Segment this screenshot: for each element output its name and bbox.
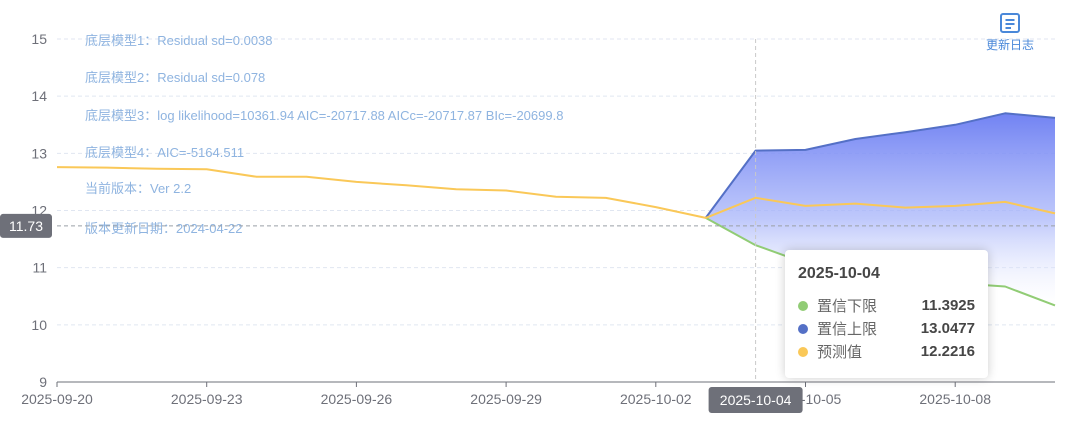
tooltip-row-forecast: 预测值 12.2216 — [798, 340, 976, 363]
legend-dot-lower — [798, 300, 808, 311]
tooltip: 2025-10-04 置信下限 11.3925 置信上限 13.0477 预测值… — [785, 250, 988, 378]
crosshair-x-label: 2025-10-04 — [720, 392, 792, 408]
model-info-line: 底层模型4：AIC=-5164.511 — [85, 145, 244, 160]
y-tick-label: 13 — [31, 145, 47, 161]
tooltip-row-lower: 置信下限 11.3925 — [798, 294, 976, 317]
x-tick-label: 2025-09-23 — [171, 391, 243, 407]
crosshair-x-label-box — [708, 387, 803, 413]
crosshair: 11.73 2025-10-04 — [0, 39, 1055, 413]
tooltip-name-lower: 置信下限 — [817, 298, 878, 315]
tooltip-value-lower: 11.3925 — [921, 297, 975, 314]
x-tick-label: 2025-10-02 — [620, 391, 692, 407]
tooltip-value-upper: 13.0477 — [920, 320, 975, 337]
changelog-button[interactable]: 更新日志 — [978, 12, 1042, 60]
y-tick-label: 9 — [39, 374, 47, 390]
y-tick-label: 14 — [31, 88, 47, 104]
grid-lines — [57, 38, 1055, 326]
legend-dot-upper — [798, 323, 808, 334]
y-tick-label: 15 — [31, 31, 47, 47]
tooltip-value-forecast: 12.2216 — [920, 343, 975, 360]
model-info-line: 底层模型1：Residual sd=0.0038 — [85, 33, 273, 48]
x-tick-label: 2025-10-08 — [919, 391, 991, 407]
model-info-line: 底层模型2：Residual sd=0.078 — [85, 70, 265, 85]
series-line-forecast — [56, 166, 1056, 219]
model-info-annotations: 底层模型1：Residual sd=0.0038 底层模型2：Residual s… — [85, 33, 563, 236]
tooltip-name-upper: 置信上限 — [817, 321, 878, 338]
x-tick-label: 2025-09-20 — [21, 391, 93, 407]
tooltip-name-forecast: 预测值 — [817, 344, 863, 361]
changelog-label: 更新日志 — [985, 38, 1034, 52]
crosshair-y-label-box — [0, 213, 52, 238]
legend-dot-forecast — [798, 346, 808, 357]
tooltip-title: 2025-10-04 — [798, 265, 880, 282]
model-info-line: 版本更新日期：2024-04-22 — [85, 221, 243, 236]
model-info-line: 当前版本：Ver 2.2 — [85, 181, 191, 196]
document-icon — [1000, 13, 1020, 33]
x-tick-label: 2025-09-29 — [470, 391, 542, 407]
y-tick-label: 11 — [32, 260, 47, 276]
series-line-upper-bound — [704, 112, 1056, 219]
y-tick-label: 10 — [31, 317, 47, 333]
model-info-line: 底层模型3：log likelihood=10361.94 AIC=-20717… — [85, 108, 563, 123]
crosshair-y-label: 11.73 — [9, 218, 43, 234]
x-tick-label: 2025-09-26 — [321, 391, 393, 407]
tooltip-row-upper: 置信上限 13.0477 — [798, 317, 976, 340]
